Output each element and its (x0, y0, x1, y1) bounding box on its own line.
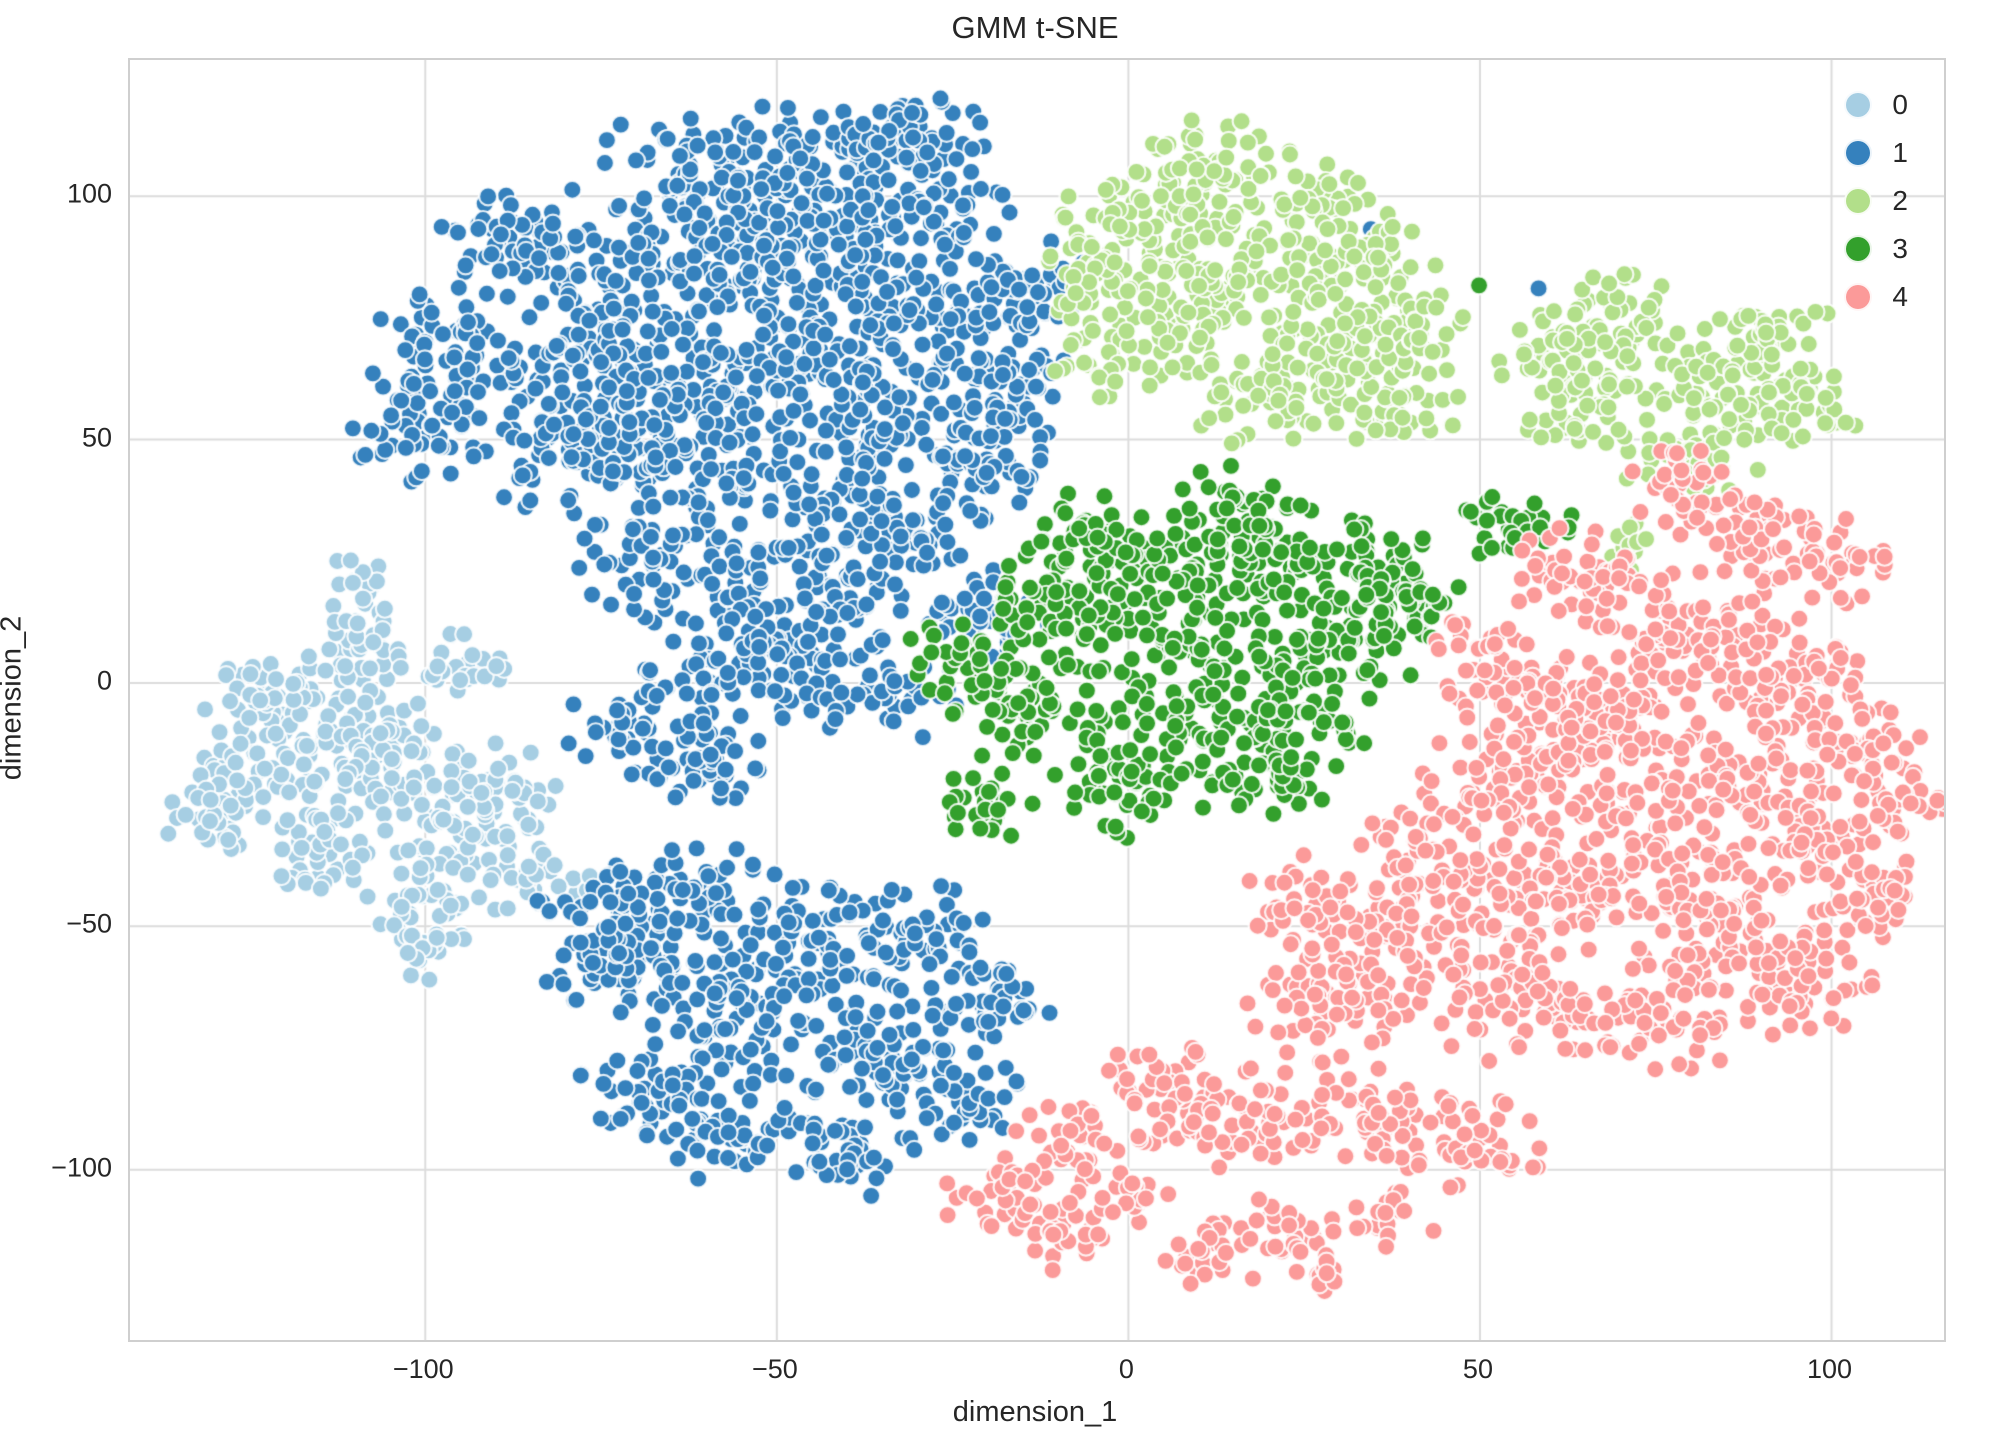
legend-swatch-icon (1844, 235, 1873, 263)
legend-item-4: 4 (1844, 278, 1908, 316)
legend-item-0: 0 (1844, 86, 1908, 124)
chart-title: GMM t-SNE (951, 10, 1119, 45)
legend-swatch-icon (1844, 187, 1873, 215)
y-tick-label: 50 (81, 422, 112, 453)
x-tick-label: 50 (1462, 1354, 1493, 1384)
y-tick-label: −100 (51, 1152, 112, 1183)
legend-label: 0 (1892, 89, 1908, 120)
legend-label: 3 (1892, 233, 1908, 264)
legend-swatch-icon (1844, 91, 1873, 119)
plot-area: 0 1 2 3 4 (128, 58, 1946, 1342)
y-tick-label: −50 (66, 908, 112, 939)
legend-item-3: 3 (1844, 230, 1908, 268)
y-tick-label: 100 (66, 178, 112, 209)
y-tick-label: 0 (96, 665, 112, 696)
x-tick-label: −100 (392, 1354, 454, 1384)
x-axis-label: dimension_1 (952, 1396, 1118, 1428)
y-axis-label: dimension_2 (0, 615, 28, 781)
legend-swatch-icon (1844, 283, 1873, 311)
x-tick-label: 100 (1806, 1354, 1853, 1384)
legend-item-2: 2 (1844, 182, 1908, 220)
scatter-canvas (130, 60, 1944, 1340)
legend-label: 4 (1892, 281, 1908, 312)
legend-item-1: 1 (1844, 134, 1908, 172)
x-tick-label: −50 (751, 1354, 798, 1384)
legend-label: 2 (1892, 185, 1908, 216)
x-tick-label: 0 (1118, 1354, 1134, 1384)
legend-swatch-icon (1844, 139, 1873, 167)
legend: 0 1 2 3 4 (1836, 80, 1916, 322)
legend-label: 1 (1892, 137, 1908, 168)
